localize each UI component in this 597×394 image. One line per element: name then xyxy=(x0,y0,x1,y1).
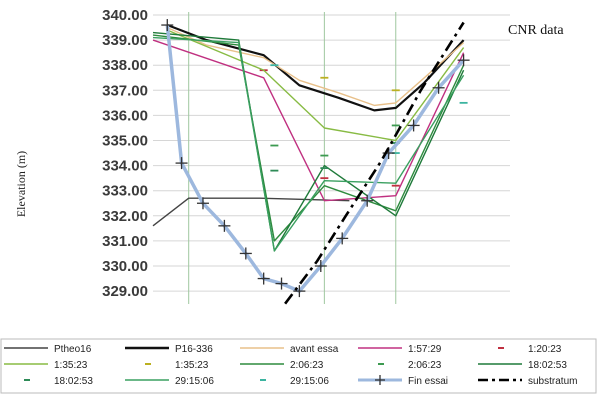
series-2 xyxy=(167,26,465,107)
series-line xyxy=(166,23,465,112)
legend: Ptheo16 P16-336 avant essa 1:57:29 1:20:23 1:… xyxy=(0,338,597,394)
legend-label: avant essa xyxy=(290,344,339,355)
legend-item: Ptheo16 xyxy=(4,344,92,355)
series-line xyxy=(167,29,465,142)
legend-item: substratum xyxy=(478,376,577,387)
legend-label: 2:06:23 xyxy=(408,360,442,371)
series-line xyxy=(284,21,465,305)
series-line xyxy=(152,36,465,252)
series-6 xyxy=(320,76,400,92)
legend-item: 29:15:06 xyxy=(260,376,329,387)
y-tick-label: 338.00 xyxy=(102,57,148,74)
legend-item: 18:02:53 xyxy=(478,360,567,371)
y-tick-label: 340.00 xyxy=(102,7,148,24)
series-line xyxy=(152,31,465,252)
series-1 xyxy=(166,23,465,112)
legend-label: P16-336 xyxy=(175,344,213,355)
y-tick-label: 337.00 xyxy=(102,82,148,99)
legend-item: avant essa xyxy=(240,344,339,355)
series-5 xyxy=(167,29,465,142)
series-9 xyxy=(152,31,465,252)
legend-label: Fin essai xyxy=(408,376,448,387)
y-tick-label: 331.00 xyxy=(102,233,148,250)
legend-item: Fin essai xyxy=(358,375,448,387)
legend-label: 1:57:29 xyxy=(408,344,442,355)
series-line xyxy=(152,34,465,242)
legend-label: substratum xyxy=(528,376,577,387)
y-tick-label: 330.00 xyxy=(102,258,148,275)
series-4 xyxy=(259,69,400,187)
series-13 xyxy=(161,19,470,298)
legend-label: 29:15:06 xyxy=(175,376,214,387)
y-tick-label: 329.00 xyxy=(102,283,148,300)
legend-item: 2:06:23 xyxy=(378,360,442,371)
y-tick-label: 333.00 xyxy=(102,183,148,200)
legend-item: P16-336 xyxy=(125,344,213,355)
legend-item: 29:15:06 xyxy=(125,376,214,387)
legend-label: 18:02:53 xyxy=(54,376,93,387)
series-layer xyxy=(152,19,470,305)
legend-label: 1:35:23 xyxy=(175,360,209,371)
series-7 xyxy=(152,34,465,242)
y-axis-ticks: 340.00 339.00 338.00 337.00 336.00 335.00 334.… xyxy=(102,7,148,300)
legend-label: 1:35:23 xyxy=(54,360,88,371)
legend-item: 18:02:53 xyxy=(24,376,93,387)
legend-frame xyxy=(0,338,597,394)
legend-label: 29:15:06 xyxy=(290,376,329,387)
series-11 xyxy=(152,36,465,252)
y-tick-label: 335.00 xyxy=(102,133,148,150)
series-0 xyxy=(152,197,350,227)
series-14 xyxy=(284,21,465,305)
y-tick-label: 336.00 xyxy=(102,107,148,124)
grid-lines xyxy=(153,12,510,304)
legend-label: Ptheo16 xyxy=(54,344,92,355)
legend-item: 1:20:23 xyxy=(498,344,562,355)
legend-label: 2:06:23 xyxy=(290,360,324,371)
y-axis-label: Elevation (m) xyxy=(14,151,28,217)
legend-item: 2:06:23 xyxy=(240,360,324,371)
chart-title: CNR data xyxy=(508,23,564,38)
series-line xyxy=(167,26,465,107)
series-line xyxy=(152,197,350,227)
legend-item: 1:57:29 xyxy=(358,344,442,355)
legend-item: 1:35:23 xyxy=(4,360,88,371)
y-tick-label: 334.00 xyxy=(102,158,148,175)
y-tick-label: 332.00 xyxy=(102,208,148,225)
legend-label: 18:02:53 xyxy=(528,360,567,371)
series-8 xyxy=(270,124,400,157)
legend-label: 1:20:23 xyxy=(528,344,562,355)
y-tick-label: 339.00 xyxy=(102,32,148,49)
legend-item: 1:35:23 xyxy=(145,360,209,371)
series-10 xyxy=(270,142,400,172)
